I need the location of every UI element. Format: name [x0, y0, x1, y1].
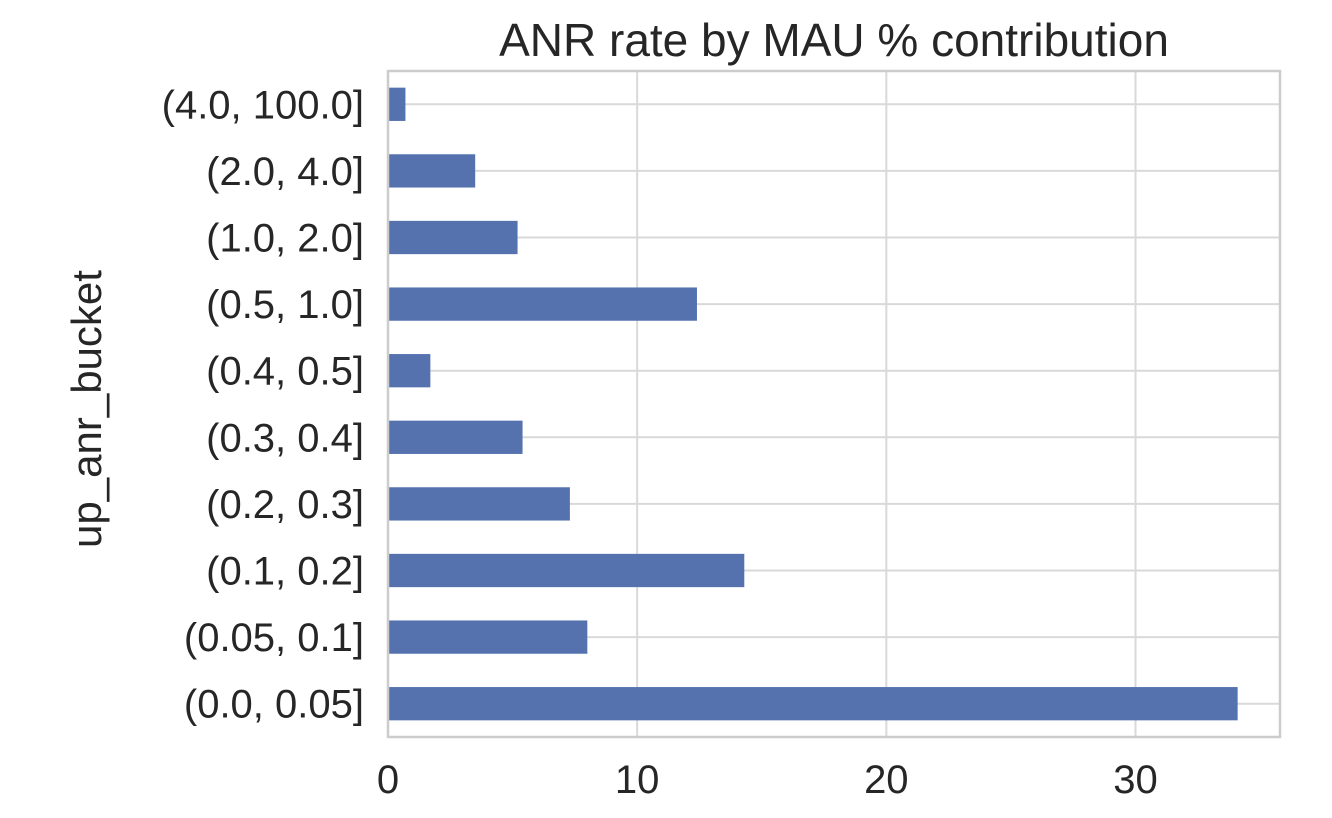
y-tick-label: (0.5, 1.0]	[206, 283, 364, 327]
y-tick-label: (0.4, 0.5]	[206, 350, 364, 394]
y-axis-label: up_anr_bucket	[63, 270, 110, 548]
bars	[388, 87, 1238, 721]
y-tick-label: (0.3, 0.4]	[206, 416, 364, 460]
bar	[388, 553, 745, 588]
y-tick-label: (4.0, 100.0]	[162, 83, 364, 127]
bar	[388, 420, 523, 454]
y-tick-label: (0.05, 0.1]	[184, 616, 364, 660]
bar	[388, 220, 518, 255]
bar	[388, 354, 431, 388]
bar	[388, 620, 588, 654]
bar	[388, 154, 476, 188]
y-tick-label: (0.1, 0.2]	[206, 550, 364, 594]
bar	[388, 87, 406, 121]
y-tick-label: (0.2, 0.3]	[206, 483, 364, 527]
plot-border	[386, 69, 1282, 739]
chart-title: ANR rate by MAU % contribution	[499, 14, 1169, 66]
plot-frame	[386, 69, 1282, 739]
bar	[388, 487, 570, 521]
bar	[388, 687, 1238, 721]
y-tick-label: (1.0, 2.0]	[206, 217, 364, 261]
x-tick-label: 30	[1113, 758, 1158, 802]
x-tick-label: 10	[615, 758, 660, 802]
x-tick-label: 20	[864, 758, 909, 802]
bar	[388, 287, 697, 321]
x-tick-labels: 0 10 20 30	[377, 758, 1158, 802]
y-tick-label: (0.0, 0.05]	[184, 683, 364, 727]
y-tick-labels: (0.0, 0.05] (0.05, 0.1] (0.1, 0.2] (0.2, 0.…	[162, 83, 364, 726]
x-tick-label: 0	[377, 758, 399, 802]
y-tick-label: (2.0, 4.0]	[206, 150, 364, 194]
